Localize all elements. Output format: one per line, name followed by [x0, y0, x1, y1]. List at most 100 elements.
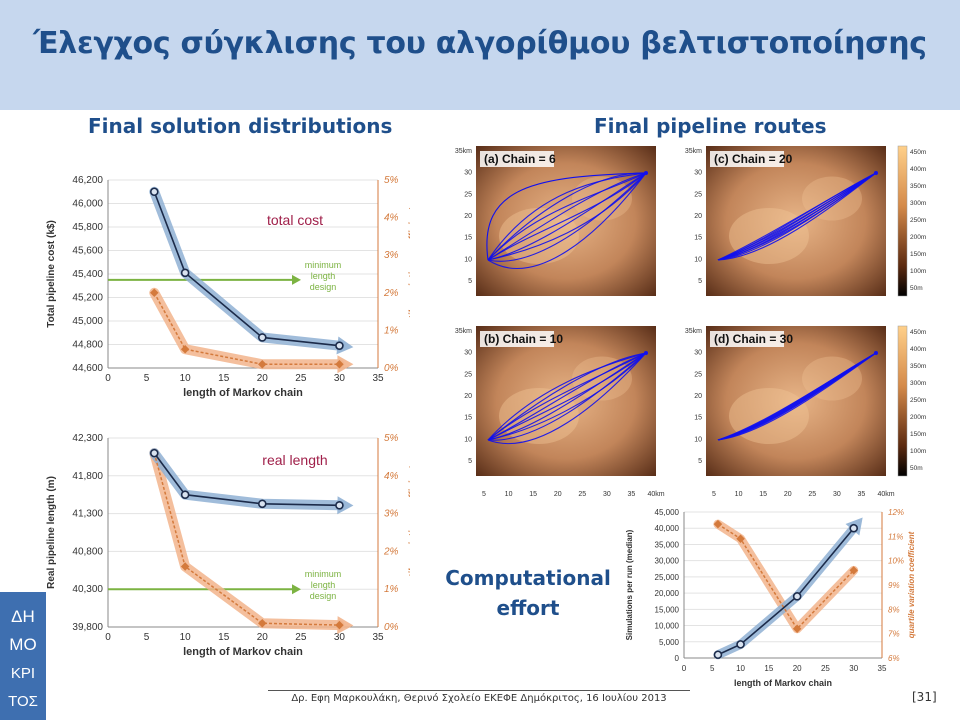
- panel-label-box: [480, 331, 554, 347]
- panel-label: (c) Chain = 20: [714, 152, 793, 166]
- y2-tick-label: 7%: [888, 630, 900, 639]
- cv-data-point: [792, 624, 802, 634]
- x-tick-label: 35: [372, 632, 384, 643]
- svg-text:ΚΡΙ: ΚΡΙ: [11, 665, 35, 682]
- x-tick-label: 20: [257, 373, 269, 384]
- y-tick-label: 35,000: [655, 540, 680, 549]
- map-y-tick: 20: [464, 393, 472, 400]
- svg-text:ΤΟΣ: ΤΟΣ: [8, 693, 38, 710]
- main-series-line: [153, 452, 340, 507]
- main-data-point: [736, 640, 745, 649]
- left-section-heading: Final solution distributions: [88, 114, 393, 138]
- x-tick-label: 10: [180, 373, 192, 384]
- x-tick-label: 15: [218, 632, 230, 643]
- map-y-tick: 15: [694, 415, 702, 422]
- title-band: [0, 0, 960, 110]
- y-tick-label: 45,000: [72, 316, 103, 327]
- y2-tick-label: 11%: [888, 532, 903, 541]
- y-tick-label: 10,000: [655, 622, 680, 631]
- colorbar-tick: 100m: [910, 268, 926, 275]
- colorbar-tick: 150m: [910, 431, 926, 438]
- computational-label-line1: Computational: [445, 566, 611, 590]
- y-tick-label: 40,000: [655, 524, 680, 533]
- pipeline-route: [487, 352, 647, 441]
- route-endpoint: [644, 171, 648, 175]
- cv-band-arrowhead: [337, 616, 354, 635]
- y2-tick-label: 8%: [888, 605, 900, 614]
- y2-tick-label: 4%: [384, 213, 399, 224]
- y2-tick-label: 5%: [384, 433, 399, 444]
- y2-tick-label: 0%: [384, 622, 399, 633]
- pipeline-route: [717, 172, 877, 261]
- terrain-highlight: [802, 176, 862, 221]
- y-tick-label: 41,800: [72, 471, 103, 482]
- colorbar-tick: 450m: [910, 329, 926, 336]
- colorbar-tick: 450m: [910, 149, 926, 156]
- y-tick-label: 41,300: [72, 509, 103, 520]
- cv-data-point: [180, 344, 190, 354]
- pipeline-route: [487, 352, 647, 441]
- panel-label: (d) Chain = 30: [714, 332, 793, 346]
- map-x-tick: 25: [578, 491, 586, 498]
- colorbar-tick: 250m: [910, 397, 926, 404]
- x-tick-label: 20: [257, 632, 269, 643]
- y-axis-label: Total pipeline cost (k$): [46, 220, 57, 328]
- map-y-tick: 10: [694, 256, 702, 263]
- map-x-tick: 5: [482, 491, 486, 498]
- x-tick-label: 15: [764, 664, 773, 673]
- colorbar-tick: 400m: [910, 346, 926, 353]
- y2-tick-label: 12%: [888, 508, 904, 517]
- y2-tick-label: 4%: [384, 471, 399, 482]
- x-tick-label: 35: [878, 664, 887, 673]
- cv-data-point: [335, 359, 344, 369]
- pipeline-route: [487, 172, 647, 262]
- y-tick-label: 39,800: [72, 622, 103, 633]
- cv-series-line: [153, 452, 340, 626]
- colorbar-tick: 100m: [910, 448, 926, 455]
- colorbar-tick: 200m: [910, 234, 926, 241]
- y-tick-label: 20,000: [655, 589, 680, 598]
- x-tick-label: 0: [105, 373, 111, 384]
- x-tick-label: 35: [372, 373, 384, 384]
- pipeline-route: [487, 352, 647, 441]
- svg-text:ΔΗ: ΔΗ: [11, 607, 35, 626]
- pipeline-route: [487, 172, 647, 261]
- terrain-highlight: [729, 388, 809, 444]
- y-tick-label: 45,000: [655, 508, 680, 517]
- pipeline-route: [487, 172, 647, 261]
- panel-label: (a) Chain = 6: [484, 152, 556, 166]
- main-band-arrowhead: [337, 496, 354, 515]
- minimum-length-arrowhead: [292, 274, 301, 285]
- terrain-highlight: [499, 388, 579, 444]
- cv-data-point: [180, 562, 190, 571]
- y2-tick-label: 0%: [384, 363, 399, 374]
- footer-rule: [268, 690, 690, 691]
- panel-label: (b) Chain = 10: [484, 332, 563, 346]
- chart-annotation: real length: [262, 452, 327, 468]
- pipeline-route: [717, 172, 877, 261]
- page-number: [31]: [912, 690, 937, 704]
- y-tick-label: 42,300: [72, 433, 103, 444]
- panel-label-box: [710, 331, 784, 347]
- map-y-tick: 15: [464, 235, 472, 242]
- main-data-point: [180, 268, 190, 278]
- main-data-point: [335, 341, 344, 350]
- x-tick-label: 5: [710, 664, 715, 673]
- main-data-point: [713, 650, 723, 660]
- pipeline-route: [717, 352, 877, 441]
- pipeline-route: [486, 172, 647, 261]
- cv-data-point: [150, 288, 159, 298]
- pipeline-route: [487, 172, 647, 261]
- y-axis-label: Simulations per run (median): [625, 529, 634, 640]
- route-endpoint: [874, 351, 878, 355]
- y2-tick-label: 9%: [888, 581, 900, 590]
- right-section-heading: Final pipeline routes: [594, 114, 827, 138]
- demokritos-logo: ΔΗ ΜΟ ΚΡΙ ΤΟΣ: [0, 592, 46, 720]
- minimum-length-label: design: [310, 591, 337, 601]
- x-tick-label: 30: [334, 632, 346, 643]
- y-tick-label: 40,800: [72, 546, 103, 557]
- total-cost-chart: 44,600 44,800 45,000 45,200 45,400 45,600 45,8…: [46, 175, 410, 399]
- pipeline-route: [487, 352, 647, 441]
- real-length-chart: 39,800 40,300 40,800 41,300 41,800 42,300 0% 1%…: [46, 433, 410, 658]
- y-tick-label: 5,000: [659, 638, 680, 647]
